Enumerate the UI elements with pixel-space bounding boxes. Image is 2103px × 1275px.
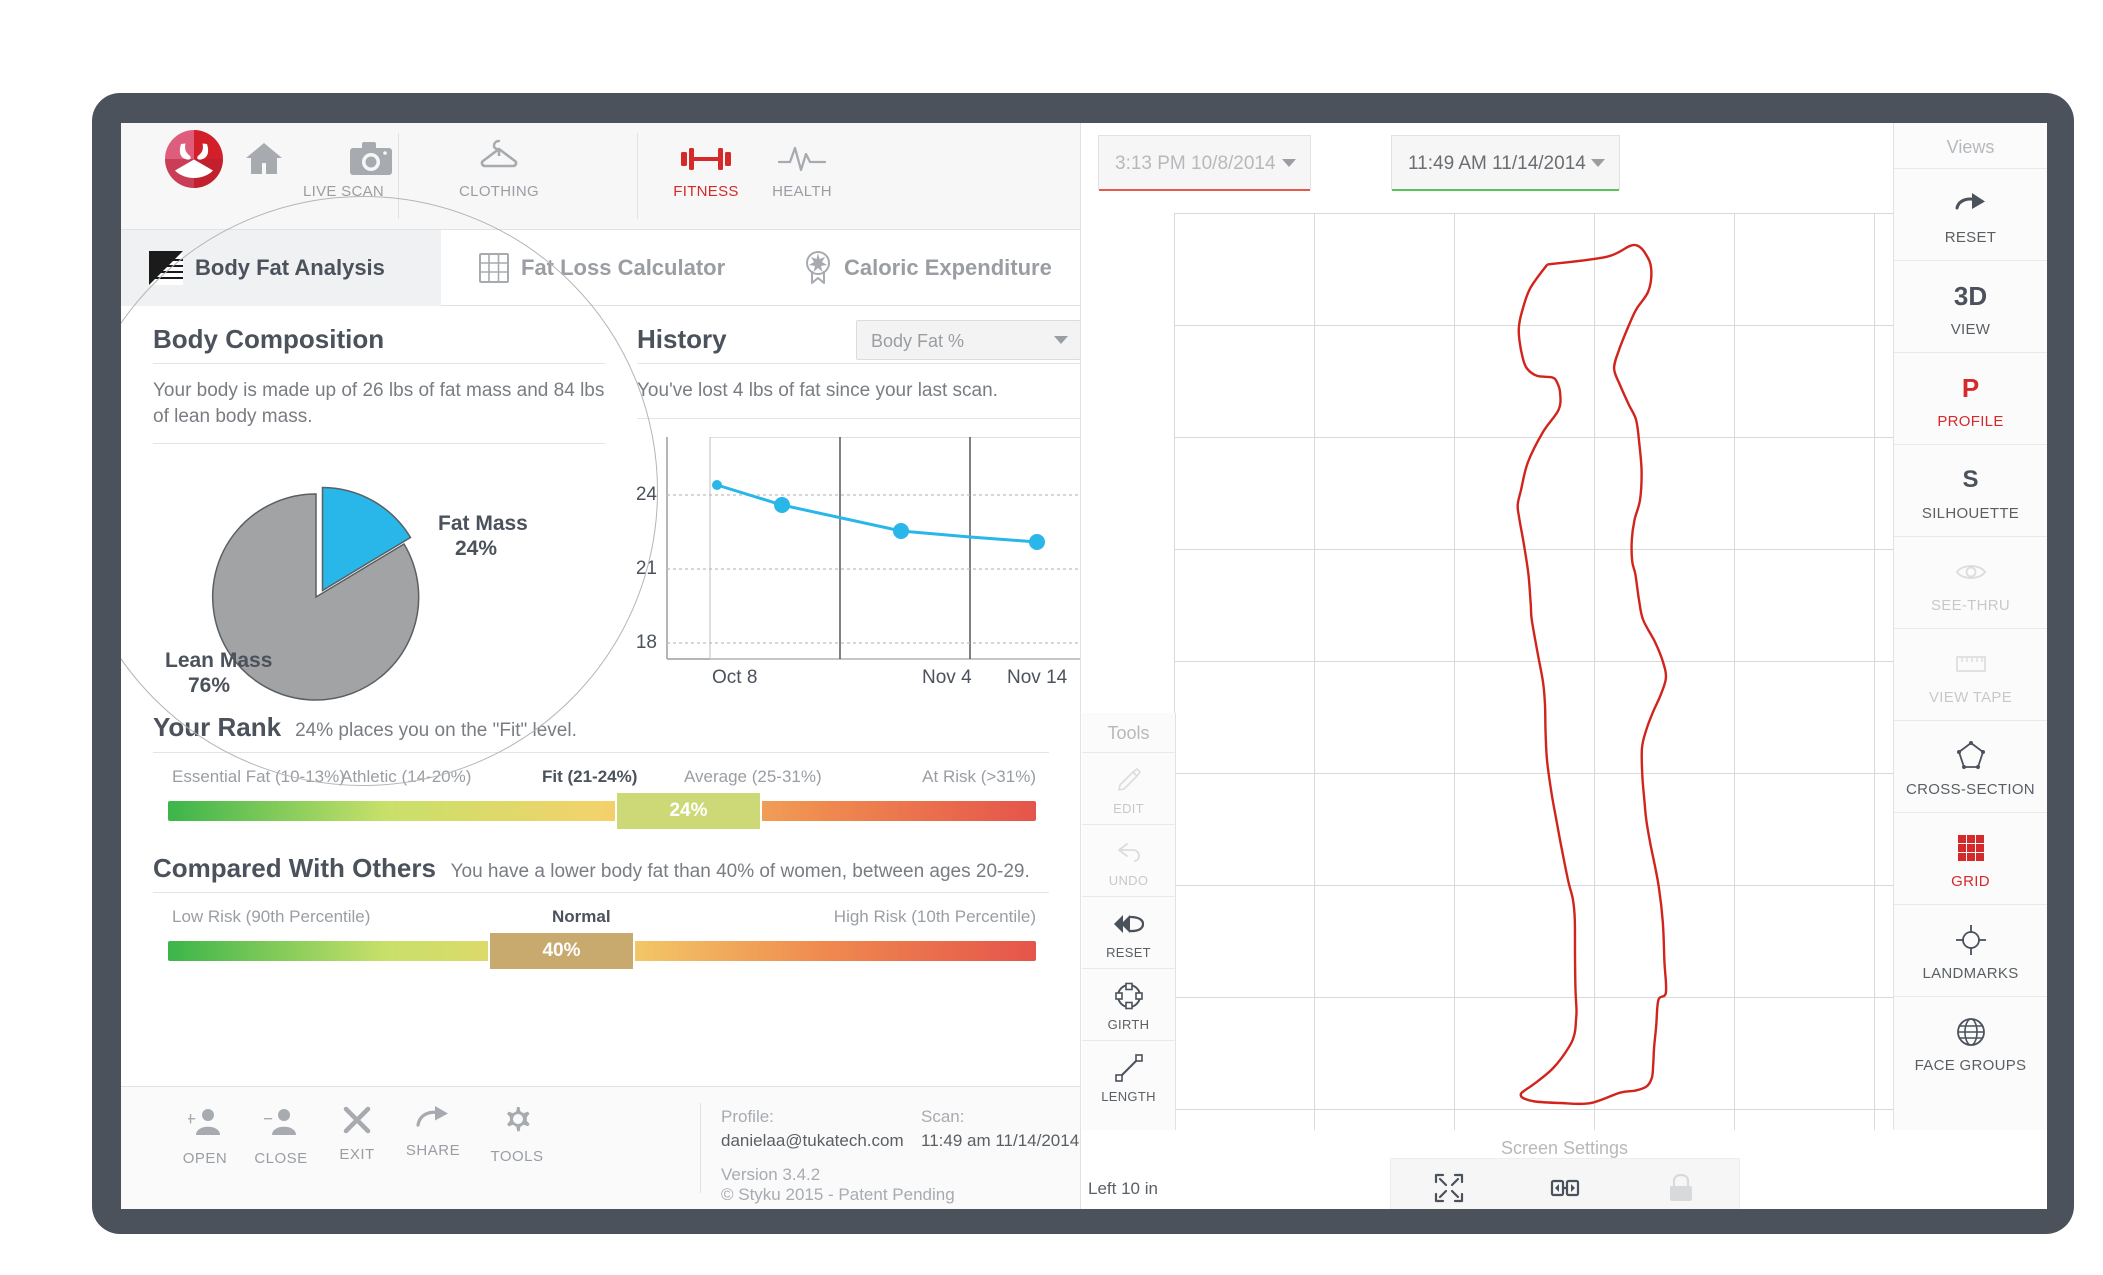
svg-text:−: −	[264, 1109, 273, 1130]
svg-text:+: +	[188, 1109, 196, 1130]
